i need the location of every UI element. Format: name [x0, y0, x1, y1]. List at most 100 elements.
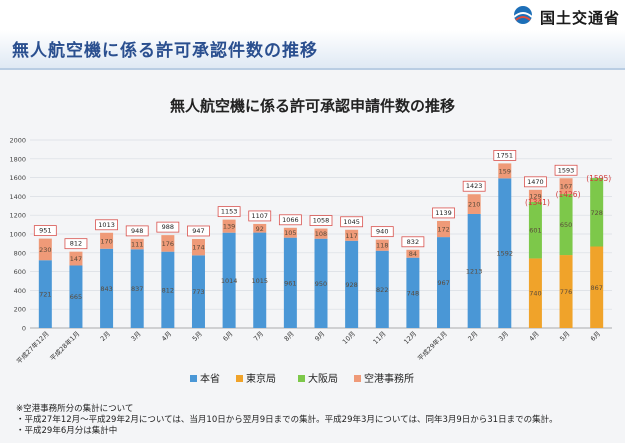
total-box — [340, 216, 364, 228]
total-label: 940 — [376, 228, 388, 236]
footnote-line: ・平成29年6月分は集計中 — [16, 426, 118, 436]
data-label: 665 — [70, 293, 82, 301]
data-label: 721 — [39, 291, 51, 299]
data-label: 174 — [192, 244, 204, 252]
bar-segment — [314, 238, 328, 328]
data-label: 950 — [315, 280, 327, 288]
bar-segment — [345, 229, 359, 241]
annotation-label: (1595) — [586, 174, 611, 183]
bar-segment — [467, 213, 481, 328]
legend-label: 空港事務所 — [364, 372, 414, 385]
data-label: 967 — [437, 279, 449, 287]
bar-segment — [528, 258, 542, 328]
bar-segment — [253, 223, 267, 233]
data-label: 129 — [529, 192, 541, 200]
data-label: 210 — [468, 201, 480, 209]
total-label: 1139 — [435, 209, 452, 217]
y-tick-label: 1400 — [9, 193, 26, 201]
bar-segment — [437, 220, 451, 238]
x-tick-label: 6月 — [221, 330, 234, 343]
heading-banner — [0, 30, 625, 70]
x-tick-label: 平成29年1月 — [415, 329, 449, 363]
x-tick-label: 7月 — [252, 330, 265, 343]
bar-segment — [559, 193, 573, 256]
data-label: 1015 — [251, 277, 268, 285]
data-label: 867 — [590, 284, 602, 292]
bar-segment — [375, 239, 389, 251]
data-label: 776 — [560, 288, 572, 296]
data-label: 139 — [223, 223, 235, 231]
bar-segment — [559, 178, 573, 194]
total-label: 988 — [162, 223, 174, 231]
ministry-name: 国土交通省 — [540, 9, 621, 27]
data-label: 147 — [70, 255, 82, 263]
bar-segment — [437, 237, 451, 328]
data-label: 650 — [560, 221, 572, 229]
footnote-line: ・平成27年12月～平成29年2月については、当月10日から翌月9日までの集計。… — [16, 415, 558, 425]
x-tick-label: 6月 — [589, 330, 602, 343]
bar-segment — [467, 194, 481, 214]
legend-label: 大阪局 — [308, 372, 338, 385]
bar-segment — [38, 238, 52, 261]
data-label: 812 — [162, 286, 174, 294]
total-label: 1751 — [497, 151, 514, 159]
bar-segment — [69, 265, 83, 328]
data-label: 172 — [437, 226, 449, 234]
total-label: 1153 — [221, 208, 238, 216]
total-box — [493, 150, 517, 161]
y-tick-label: 1000 — [9, 231, 26, 239]
data-label: 92 — [256, 225, 264, 233]
x-tick-label: 2月 — [466, 330, 479, 343]
y-tick-label: 200 — [14, 306, 26, 314]
x-tick-label: 平成28年1月 — [48, 329, 82, 363]
data-label: 159 — [499, 167, 511, 175]
data-label: 230 — [39, 246, 51, 254]
data-label: 773 — [192, 288, 204, 296]
y-tick-label: 1600 — [9, 174, 26, 182]
total-label: 812 — [70, 240, 82, 248]
x-tick-label: 2月 — [99, 330, 112, 343]
data-label: 176 — [162, 240, 174, 248]
x-tick-label: 5月 — [191, 330, 204, 343]
data-label: 843 — [100, 285, 112, 293]
bar-segment — [406, 249, 420, 258]
x-tick-label: 3月 — [497, 330, 510, 343]
y-tick-label: 1800 — [9, 155, 26, 163]
bar-segment — [253, 232, 267, 328]
bar-segment — [314, 228, 328, 239]
legend-label: 東京局 — [246, 372, 276, 385]
data-label: 111 — [131, 241, 143, 249]
y-tick-label: 800 — [14, 249, 26, 257]
x-tick-label: 4月 — [528, 330, 541, 343]
bar-segment — [590, 246, 604, 328]
data-label: 117 — [345, 232, 357, 240]
total-label: 1423 — [466, 182, 483, 190]
total-label: 1058 — [313, 217, 330, 225]
bar-segment — [130, 249, 144, 328]
bar-segment — [161, 251, 175, 328]
data-label: 105 — [284, 229, 296, 237]
x-tick-label: 9月 — [313, 330, 326, 343]
x-tick-label: 5月 — [558, 330, 571, 343]
x-tick-label: 11月 — [372, 330, 388, 346]
data-label: 1213 — [466, 267, 483, 275]
bar-segment — [100, 248, 114, 328]
data-label: 1014 — [221, 277, 238, 285]
total-box — [462, 180, 486, 192]
bar-segment — [69, 251, 83, 266]
data-label: 84 — [409, 250, 417, 258]
data-label: 748 — [407, 289, 419, 297]
total-box — [248, 210, 272, 222]
bar-segment — [283, 227, 297, 238]
annotation-label: (1426) — [556, 190, 581, 199]
data-label: 601 — [529, 227, 541, 235]
data-label: 740 — [529, 290, 541, 298]
bar-segment — [559, 255, 573, 328]
bar-segment — [375, 250, 389, 328]
annotation-label: (1341) — [525, 198, 550, 207]
legend-label: 本省 — [200, 372, 220, 385]
total-label: 948 — [131, 227, 143, 235]
x-tick-label: 8月 — [283, 330, 296, 343]
total-box — [401, 236, 425, 248]
data-label: 728 — [590, 209, 602, 217]
